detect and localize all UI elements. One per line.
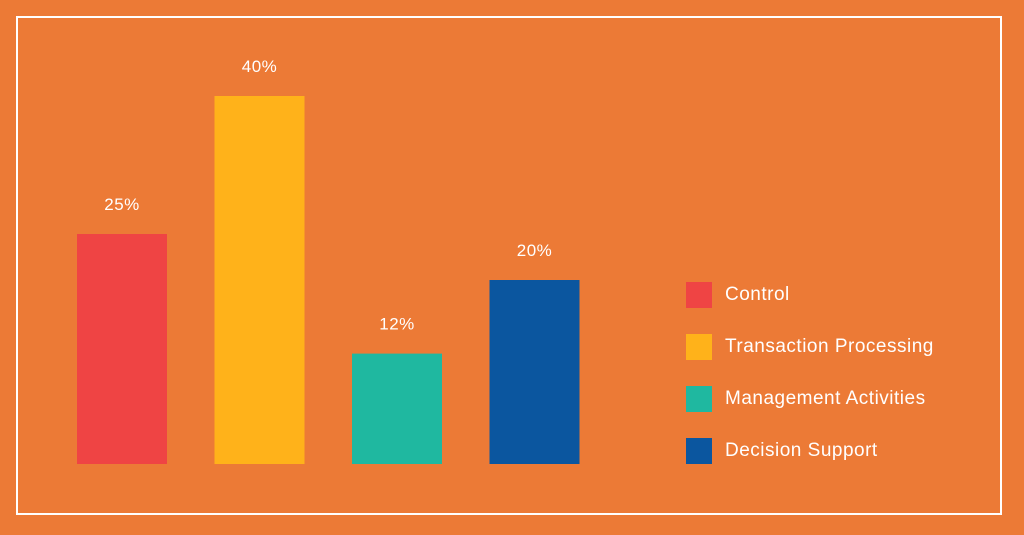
chart-legend: Control Transaction Processing Managemen… bbox=[686, 282, 934, 490]
bar-value-label-management-activities: 12% bbox=[379, 315, 415, 334]
legend-item-decision-support: Decision Support bbox=[686, 438, 934, 464]
bar-management-activities bbox=[352, 353, 442, 464]
bar-value-label-decision-support: 20% bbox=[517, 241, 553, 260]
bar-value-label-transaction-processing: 40% bbox=[242, 57, 278, 76]
legend-item-management-activities: Management Activities bbox=[686, 386, 934, 412]
legend-label-transaction-processing: Transaction Processing bbox=[725, 336, 934, 357]
legend-swatch-control bbox=[686, 282, 712, 308]
legend-swatch-transaction-processing bbox=[686, 334, 712, 360]
chart-frame bbox=[16, 16, 1002, 515]
legend-label-decision-support: Decision Support bbox=[725, 440, 878, 461]
bar-transaction-processing bbox=[214, 96, 305, 464]
bar-decision-support bbox=[489, 280, 580, 464]
legend-item-control: Control bbox=[686, 282, 934, 308]
legend-label-control: Control bbox=[725, 284, 790, 305]
legend-item-transaction-processing: Transaction Processing bbox=[686, 334, 934, 360]
bar-control bbox=[77, 234, 167, 464]
legend-swatch-decision-support bbox=[686, 438, 712, 464]
legend-label-management-activities: Management Activities bbox=[725, 388, 926, 409]
legend-swatch-management-activities bbox=[686, 386, 712, 412]
bar-value-label-control: 25% bbox=[104, 195, 140, 214]
